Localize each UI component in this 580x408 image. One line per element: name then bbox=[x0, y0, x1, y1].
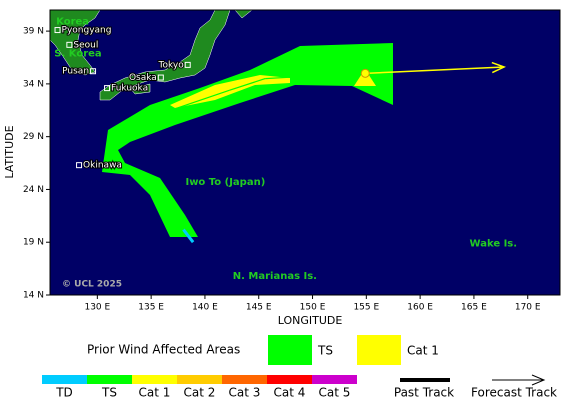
track-label: Past Track bbox=[394, 386, 454, 400]
shikoku bbox=[129, 83, 151, 95]
y-tick-label: 34 N bbox=[23, 79, 44, 89]
hokkaido bbox=[234, 10, 253, 19]
city-label: Seoul bbox=[73, 40, 98, 50]
region-label: Wake Is. bbox=[470, 238, 518, 249]
y-axis-label: LATITUDE bbox=[3, 125, 16, 178]
x-axis-label: LONGITUDE bbox=[278, 314, 343, 327]
past-track-segment bbox=[110, 159, 151, 176]
y-tick-label: 14 N bbox=[23, 291, 44, 301]
y-tick-label: 19 N bbox=[23, 238, 44, 248]
city-label: Tokyo bbox=[158, 60, 185, 70]
intensity-label: Cat 2 bbox=[184, 386, 216, 400]
copyright: © UCL 2025 bbox=[62, 280, 122, 290]
x-tick-label: 155 E bbox=[353, 303, 379, 313]
past-track-segment bbox=[109, 130, 114, 160]
wind-area-label: Cat 1 bbox=[407, 344, 439, 358]
intensity-swatch bbox=[222, 375, 267, 384]
x-tick-label: 130 E bbox=[84, 303, 110, 313]
legend-title: Prior Wind Affected Areas bbox=[87, 343, 240, 357]
city-marker bbox=[76, 162, 83, 169]
past-track-segment bbox=[320, 72, 366, 77]
city-label: Fukuoka bbox=[111, 84, 148, 94]
intensity-swatch bbox=[132, 375, 177, 384]
forecast-track bbox=[365, 66, 505, 75]
city-marker bbox=[90, 68, 97, 75]
x-tick-label: 135 E bbox=[138, 303, 164, 313]
forecast-track-key-head bbox=[531, 374, 546, 386]
forecast-arrowhead bbox=[491, 61, 506, 74]
mainland bbox=[50, 10, 101, 76]
past-track-segment bbox=[265, 74, 321, 80]
y-tick-label: 29 N bbox=[23, 132, 44, 142]
region-label: Korea bbox=[56, 17, 89, 28]
city-label: Pyongyang bbox=[62, 26, 112, 36]
past-track-segment bbox=[149, 174, 184, 230]
region-label: N. Marianas Is. bbox=[233, 271, 317, 282]
intensity-label: Cat 5 bbox=[319, 386, 351, 400]
region-label: Iwo To (Japan) bbox=[185, 177, 265, 188]
y-tick-label: 24 N bbox=[23, 185, 44, 195]
plot-frame bbox=[49, 9, 561, 296]
x-tick-label: 145 E bbox=[246, 303, 272, 313]
wind-area-label: TS bbox=[317, 344, 333, 358]
intensity-swatch bbox=[42, 375, 87, 384]
intensity-label: Cat 4 bbox=[274, 386, 306, 400]
city-label: Osaka bbox=[129, 73, 157, 83]
intensity-swatch bbox=[87, 375, 132, 384]
region-label: S. Korea bbox=[54, 48, 101, 59]
past-track-segment bbox=[229, 78, 266, 91]
storm-position bbox=[360, 68, 370, 78]
x-tick-label: 170 E bbox=[515, 303, 541, 313]
city-marker bbox=[104, 85, 111, 92]
x-tick-label: 150 E bbox=[300, 303, 326, 313]
intensity-label: Cat 3 bbox=[229, 386, 261, 400]
intensity-label: TS bbox=[101, 386, 117, 400]
intensity-swatch bbox=[267, 375, 312, 384]
wind-area-swatch bbox=[357, 335, 401, 365]
intensity-label: Cat 1 bbox=[139, 386, 171, 400]
x-tick-label: 140 E bbox=[192, 303, 218, 313]
past-track-segment bbox=[112, 109, 171, 131]
city-label: Okinawa bbox=[83, 161, 122, 171]
intensity-swatch bbox=[312, 375, 357, 384]
track-label: Forecast Track bbox=[471, 386, 557, 400]
past-track-segment bbox=[182, 228, 195, 244]
x-tick-label: 165 E bbox=[461, 303, 487, 313]
intensity-swatch bbox=[177, 375, 222, 384]
intensity-label: TD bbox=[55, 386, 73, 400]
city-label: Pusan bbox=[62, 67, 89, 77]
y-tick-label: 39 N bbox=[23, 27, 44, 37]
wind-area-swatch bbox=[268, 335, 312, 365]
city-marker bbox=[54, 27, 61, 34]
x-tick-label: 160 E bbox=[407, 303, 433, 313]
city-marker bbox=[184, 61, 191, 68]
land bbox=[50, 10, 253, 101]
city-marker bbox=[157, 74, 164, 81]
past-track-segment bbox=[170, 89, 230, 111]
city-marker bbox=[66, 41, 73, 48]
japan bbox=[99, 10, 231, 101]
